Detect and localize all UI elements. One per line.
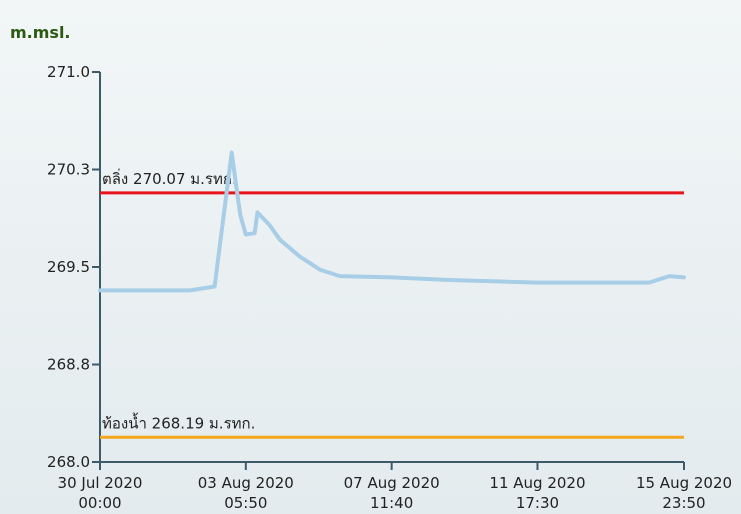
x-tick-label: 07 Aug 2020	[344, 474, 440, 492]
y-axis-title: m.msl.	[10, 23, 71, 42]
reference-label: ตลิ่ง 270.07 ม.รทก.	[102, 168, 237, 188]
x-tick-label: 30 Jul 2020	[58, 474, 143, 492]
x-tick-label: 11:40	[370, 494, 413, 512]
data-line	[98, 150, 686, 293]
y-tick-label: 268.8	[47, 356, 90, 374]
x-tick-label: 05:50	[224, 494, 267, 512]
x-tick-label: 11 Aug 2020	[489, 474, 585, 492]
x-tick-label: 23:50	[662, 494, 705, 512]
x-tick-label: 15 Aug 2020	[636, 474, 732, 492]
y-tick-label: 268.0	[47, 453, 90, 471]
y-tick-label: 271.0	[47, 63, 90, 81]
y-tick-label: 269.5	[47, 258, 90, 276]
y-tick-label: 270.3	[47, 161, 90, 179]
reference-label: ท้องน้ำ 268.19 ม.รทก.	[102, 412, 255, 432]
x-tick-label: 00:00	[78, 494, 121, 512]
x-tick-label: 03 Aug 2020	[198, 474, 294, 492]
x-tick-label: 17:30	[516, 494, 559, 512]
